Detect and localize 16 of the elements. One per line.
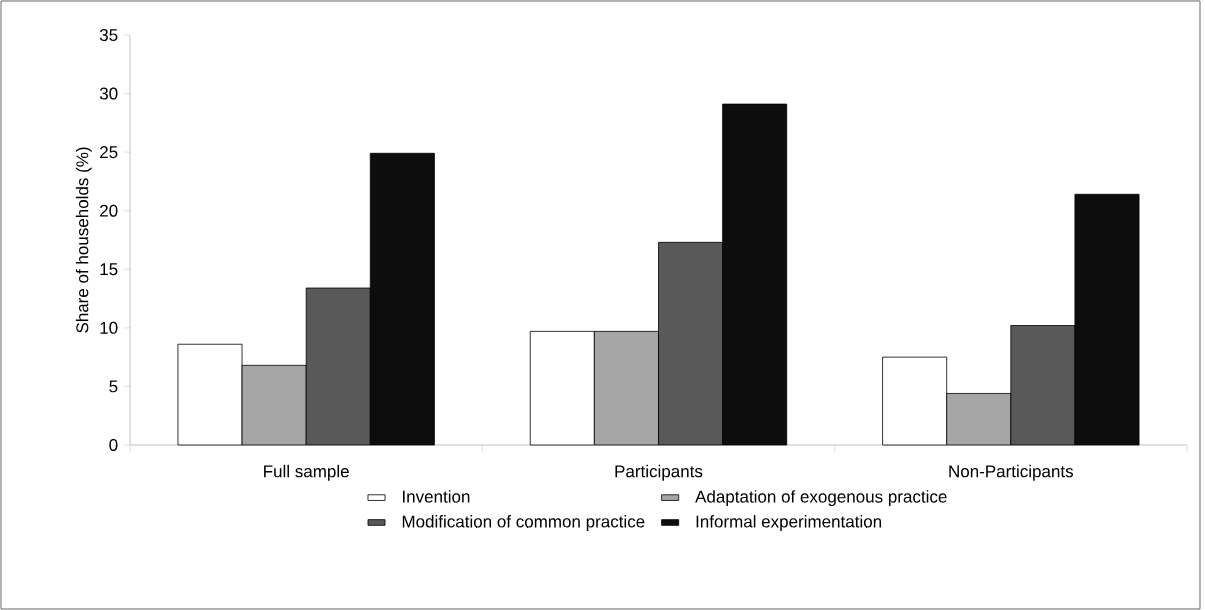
legend-label: Adaptation of exogenous practice [695,490,947,507]
x-tick-label: Non-Participants [949,464,1074,481]
legend-label: Modification of common practice [402,515,645,531]
y-tick-label: 25 [100,146,118,159]
y-tick-label: 20 [100,204,118,217]
x-tick-label: Participants [615,464,703,481]
y-axis-title: Share of households (%) [75,147,92,333]
y-tick-label: 0 [109,438,118,452]
legend-label: Informal experimentation [696,515,882,531]
y-tick-label: 35 [99,28,118,42]
y-tick-label: 10 [100,321,118,334]
legend-label: Invention [403,490,470,503]
x-tick-label: Full sample [264,464,349,481]
y-tick-label: 15 [100,263,118,276]
y-tick-label: 5 [109,380,118,393]
y-tick-label: 30 [99,87,118,100]
